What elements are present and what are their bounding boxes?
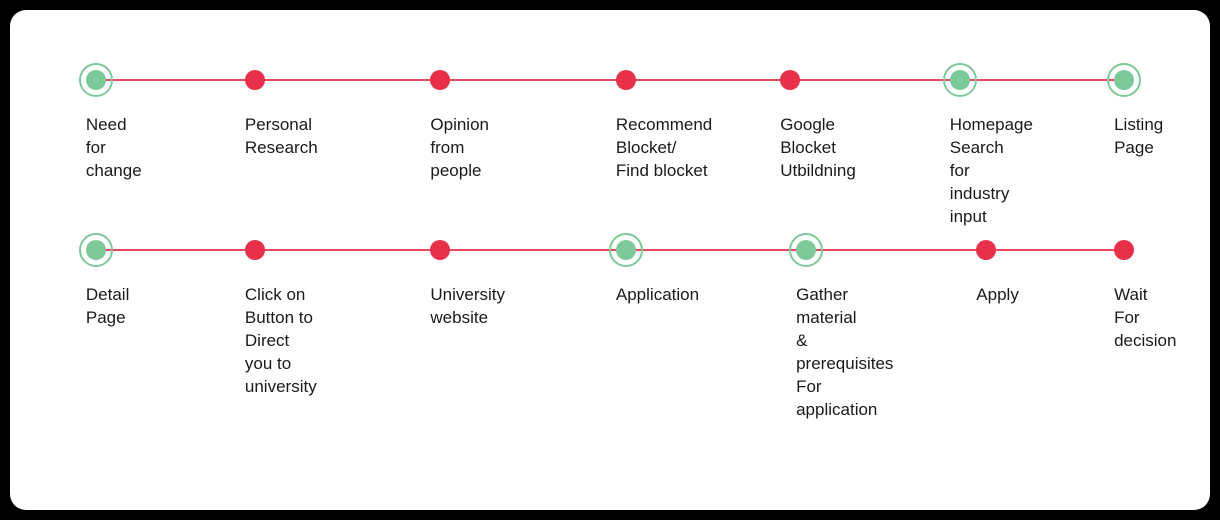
dot-wrap bbox=[616, 70, 636, 90]
dot-wrap bbox=[780, 70, 800, 90]
node-label: Apply bbox=[976, 284, 1019, 307]
dot-wrap bbox=[976, 240, 996, 260]
node-ring bbox=[79, 233, 113, 267]
node-label: Detail Page bbox=[86, 284, 129, 330]
journey-card: Need for change Personal Research Opinion … bbox=[10, 10, 1210, 510]
dot-red-icon bbox=[430, 240, 450, 260]
timeline-node: Personal Research bbox=[245, 70, 265, 90]
node-label: Homepage Search for industry input bbox=[950, 114, 1033, 229]
node-ring bbox=[1107, 63, 1141, 97]
node-label: Personal Research bbox=[245, 114, 318, 160]
timeline-node: Opinion from people bbox=[430, 70, 450, 90]
node-label: University website bbox=[430, 284, 505, 330]
node-label: Google Blocket Utbildning bbox=[780, 114, 856, 183]
nodes-wrap: Detail Page Click on Button to Direct you… bbox=[80, 240, 1140, 260]
timeline-node: Need for change bbox=[86, 70, 106, 90]
dot-wrap bbox=[616, 240, 636, 260]
timeline-node: Apply bbox=[976, 240, 996, 260]
timeline-node: Gather material & prerequisites For appl… bbox=[796, 240, 816, 260]
node-label: Listing Page bbox=[1114, 114, 1163, 160]
nodes-wrap: Need for change Personal Research Opinion … bbox=[80, 70, 1140, 90]
dot-red-icon bbox=[616, 70, 636, 90]
dot-wrap bbox=[245, 70, 265, 90]
node-ring bbox=[79, 63, 113, 97]
timeline-node: Detail Page bbox=[86, 240, 106, 260]
node-ring bbox=[609, 233, 643, 267]
timeline-node: Click on Button to Direct you to univers… bbox=[245, 240, 265, 260]
dot-wrap bbox=[1114, 70, 1134, 90]
node-label: Wait For decision bbox=[1114, 284, 1176, 353]
dot-red-icon bbox=[976, 240, 996, 260]
node-label: Opinion from people bbox=[430, 114, 489, 183]
node-label: Application bbox=[616, 284, 699, 307]
dot-wrap bbox=[1114, 240, 1134, 260]
dot-wrap bbox=[86, 70, 106, 90]
dot-red-icon bbox=[780, 70, 800, 90]
dot-wrap bbox=[86, 240, 106, 260]
timeline-node: Wait For decision bbox=[1114, 240, 1134, 260]
dot-red-icon bbox=[245, 70, 265, 90]
node-label: Gather material & prerequisites For appl… bbox=[796, 284, 893, 422]
timeline-node: Application bbox=[616, 240, 636, 260]
node-label: Recommend Blocket/ Find blocket bbox=[616, 114, 712, 183]
dot-wrap bbox=[950, 70, 970, 90]
timeline-node: University website bbox=[430, 240, 450, 260]
timeline-node: Homepage Search for industry input bbox=[950, 70, 970, 90]
dot-red-icon bbox=[1114, 240, 1134, 260]
dot-red-icon bbox=[430, 70, 450, 90]
node-label: Need for change bbox=[86, 114, 142, 183]
timeline-node: Recommend Blocket/ Find blocket bbox=[616, 70, 636, 90]
node-ring bbox=[943, 63, 977, 97]
dot-wrap bbox=[245, 240, 265, 260]
timeline-node: Google Blocket Utbildning bbox=[780, 70, 800, 90]
dot-wrap bbox=[430, 70, 450, 90]
node-ring bbox=[789, 233, 823, 267]
timeline-node: Listing Page bbox=[1114, 70, 1134, 90]
dot-wrap bbox=[430, 240, 450, 260]
dot-wrap bbox=[796, 240, 816, 260]
rows-container: Need for change Personal Research Opinion … bbox=[80, 70, 1140, 260]
dot-red-icon bbox=[245, 240, 265, 260]
node-label: Click on Button to Direct you to univers… bbox=[245, 284, 317, 399]
timeline-row: Need for change Personal Research Opinion … bbox=[80, 70, 1140, 90]
timeline-row: Detail Page Click on Button to Direct you… bbox=[80, 240, 1140, 260]
